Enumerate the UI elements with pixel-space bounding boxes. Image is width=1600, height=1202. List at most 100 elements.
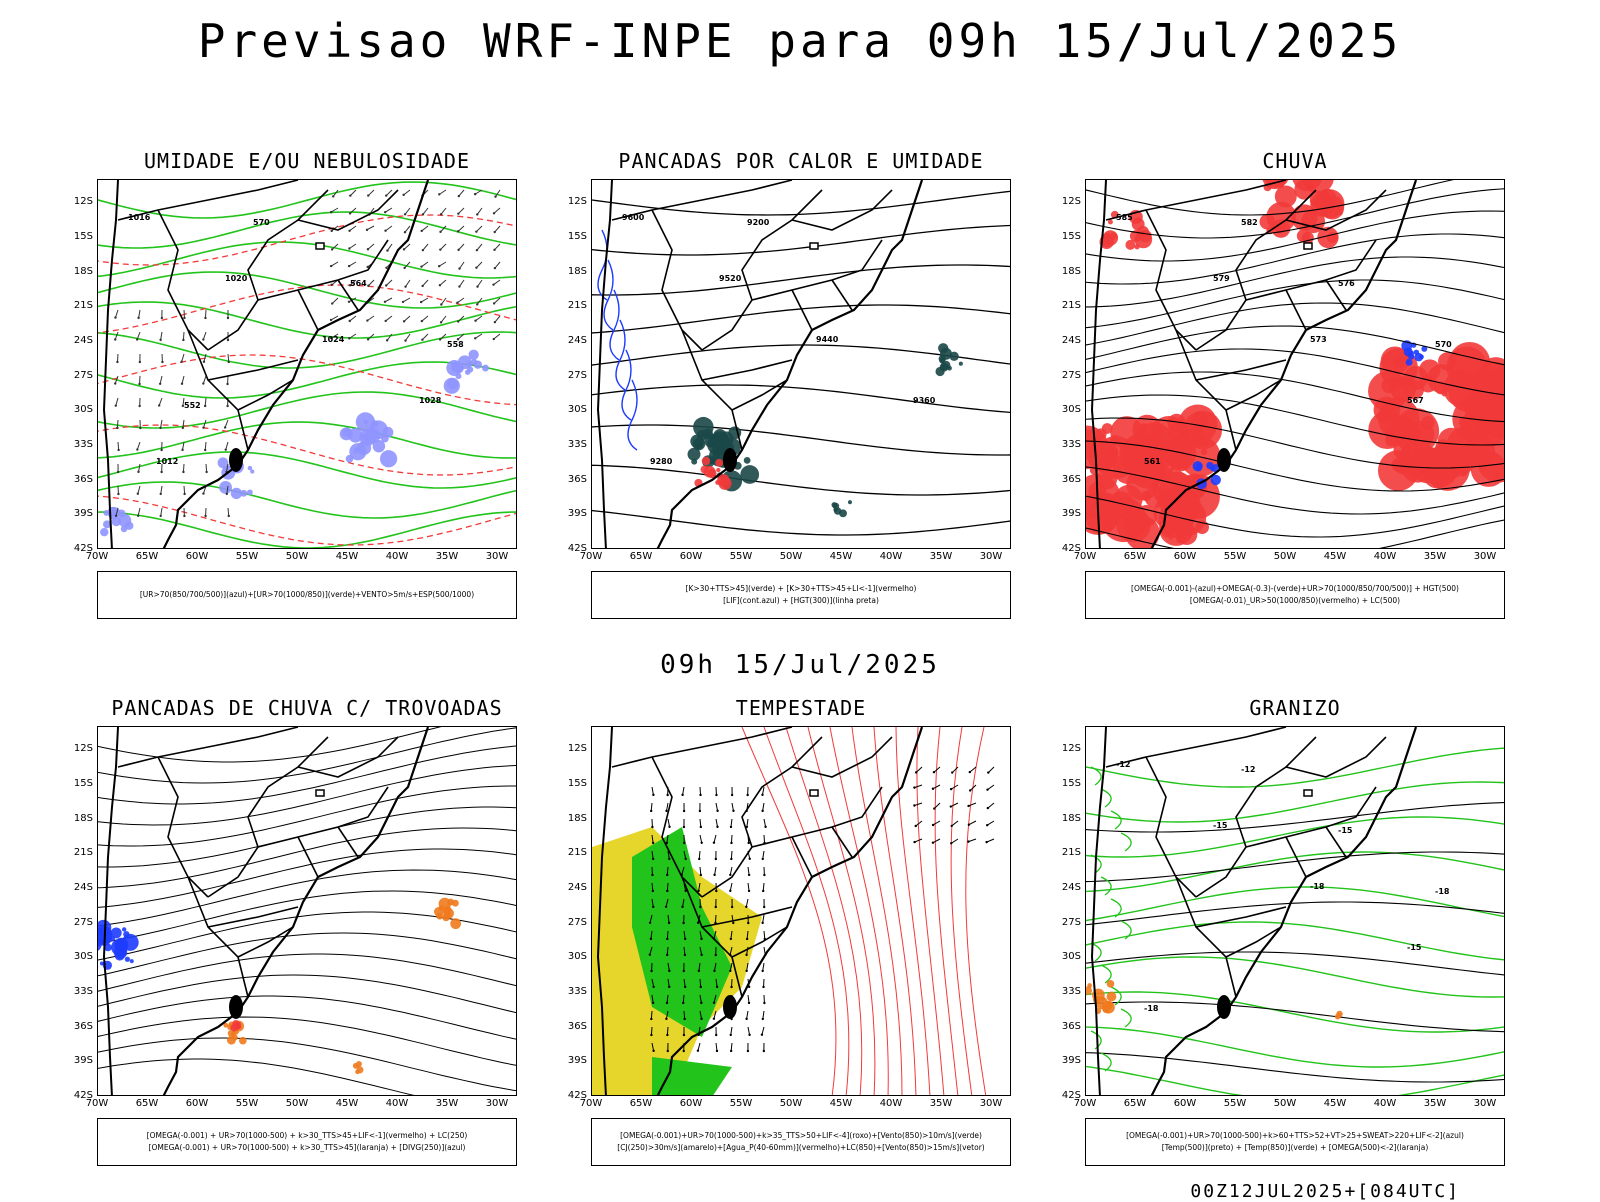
wind-vector [913,841,915,843]
wind-vector [159,339,161,341]
contour-label: -18 [1144,1004,1159,1013]
wind-vector [987,771,989,773]
y-tick-label: 30S [557,951,587,962]
wind-vector [748,1002,750,1004]
wind-vector [182,471,184,473]
wind-vector [668,819,670,827]
wind-vector [968,824,970,826]
x-tick-label: 40W [1370,551,1400,562]
wind-vector [729,874,731,876]
rain-area [1108,220,1113,225]
x-tick-label: 50W [282,551,312,562]
wind-vector [421,339,423,341]
wind-vector [421,320,423,322]
wind-vector [226,405,228,407]
wind-vector [698,858,700,860]
wind-vector [713,970,715,972]
wind-vector [348,265,350,267]
wind-vector [668,858,670,860]
wind-vector [493,212,495,214]
hgt300-contour [592,465,1011,495]
wind-vector [330,230,332,232]
omega500-area [1107,980,1115,988]
wind-vector [139,427,141,429]
cloud-shading [349,443,366,460]
wind-vector [732,803,733,811]
y-tick-label: 36S [63,1021,93,1032]
wind-vector [423,244,428,250]
wind-vector [404,285,406,287]
wind-vector [715,954,717,956]
wind-vector [933,821,940,825]
wind-vector [716,810,718,812]
hgt300-contour [592,425,1011,455]
li-area [702,457,710,465]
lif-contour [610,290,619,360]
y-tick-label: 27S [63,917,93,928]
wind-vector [114,338,116,340]
wind-vector [700,938,702,940]
wind-vector [348,247,350,249]
wind-vector [698,1043,700,1051]
wind-vector [349,212,351,214]
wind-vector [330,211,332,213]
wind-vector [700,1002,702,1004]
run-timestamp: 00Z12JUL2025+[084UTC] [1190,1181,1460,1202]
wind-vector [716,826,718,828]
lagoon [723,448,737,472]
wind-vector [699,794,701,796]
wind-vector [439,262,446,266]
wind-vector [115,310,118,318]
wind-vector [668,986,670,988]
cloud-shading [467,366,473,372]
panel-legend: [OMEGA(-0.001) + UR>70(1000-500) + k>30_… [97,1118,517,1166]
contour-label: -12 [1241,765,1255,774]
wind-vector [652,1050,654,1052]
wind-vector [385,284,387,286]
streamline [98,746,517,805]
wind-vector [136,448,138,450]
wind-vector [700,874,702,876]
federal-district [316,790,324,796]
lagoon [1217,448,1231,472]
wind-vector [651,874,653,876]
contour-label: -18 [1435,887,1450,896]
wind-vector [348,230,350,232]
x-tick-label: 40W [382,1098,412,1109]
panel-title: PANCADAS DE CHUVA C/ TROVOADAS [97,696,517,720]
field-layer [1086,180,1505,549]
wind-vector [969,771,971,773]
panel-title: CHUVA [1085,149,1505,173]
y-tick-label: 15S [1051,778,1081,789]
y-tick-label: 30S [63,951,93,962]
wind-vector [438,193,440,195]
wind-vector [420,265,422,267]
wind-vector [933,771,935,773]
y-tick-label: 12S [63,743,93,754]
wind-vector [183,317,185,319]
omega-area [1406,359,1413,366]
wind-vector [731,1043,732,1051]
wind-vector [667,1050,669,1052]
wind-vector [138,486,140,494]
cloud-shading [467,361,473,367]
wind-vector [204,515,206,517]
wind-vector [205,310,206,318]
rain-area [1087,440,1118,471]
rain-area [1201,449,1207,455]
contour-label: 564 [350,279,367,288]
wind-vector [933,807,935,809]
wind-vector [439,338,441,340]
wind-vector [652,794,654,796]
wind-vector [204,317,206,319]
wind-vector [698,970,700,972]
x-tick-label: 45W [826,1098,856,1109]
federal-district [316,243,324,249]
y-tick-label: 39S [63,508,93,519]
wind-vector [204,405,206,407]
y-tick-label: 15S [63,231,93,242]
wind-vector [700,826,702,828]
wind-vector [730,842,732,844]
